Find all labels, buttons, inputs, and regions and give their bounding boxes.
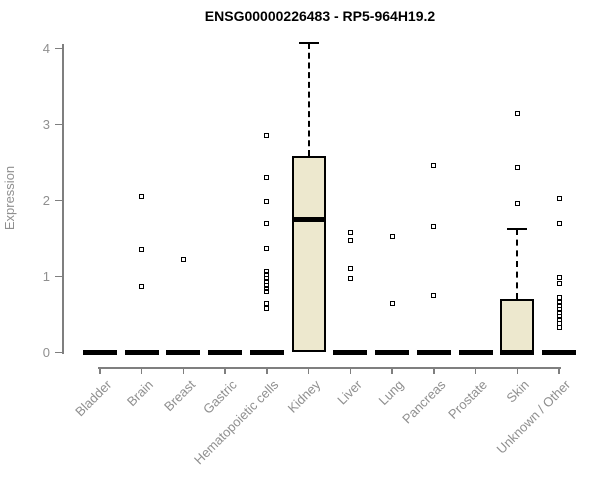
outlier-point bbox=[431, 163, 437, 169]
x-tick-label: Prostate bbox=[445, 377, 491, 422]
y-tick-label: 0 bbox=[42, 344, 50, 360]
outlier-point bbox=[556, 314, 562, 320]
collapsed-box-median bbox=[416, 350, 451, 355]
collapsed-box-median bbox=[83, 350, 117, 355]
outlier-point bbox=[264, 133, 270, 139]
x-tick-label: Brain bbox=[124, 377, 157, 410]
outlier-point bbox=[556, 195, 562, 201]
outlier-point bbox=[389, 234, 395, 240]
outlier-point bbox=[264, 283, 270, 289]
collapsed-box-median bbox=[333, 350, 368, 355]
median-line bbox=[291, 217, 326, 222]
outlier-point bbox=[556, 324, 562, 330]
outlier-point bbox=[514, 111, 520, 117]
x-tick-label: Liver bbox=[334, 377, 365, 408]
outlier-point bbox=[264, 289, 270, 295]
y-tick-label: 4 bbox=[42, 40, 50, 56]
outlier-point bbox=[556, 299, 562, 305]
x-axis-tick bbox=[182, 367, 185, 374]
collapsed-box-median bbox=[166, 350, 201, 355]
x-axis-tick bbox=[391, 367, 393, 374]
outlier-point bbox=[264, 301, 270, 307]
collapsed-box-median bbox=[542, 350, 577, 355]
x-axis-tick bbox=[349, 367, 352, 374]
box-body bbox=[500, 299, 535, 353]
y-axis-label: Expression bbox=[2, 165, 17, 231]
outlier-point bbox=[264, 286, 270, 292]
outlier-point bbox=[556, 274, 562, 280]
x-axis-tick bbox=[307, 367, 310, 374]
outlier-point bbox=[556, 295, 562, 301]
outlier-point bbox=[556, 280, 562, 286]
collapsed-box-median bbox=[124, 350, 159, 355]
y-axis-tick bbox=[55, 47, 62, 50]
y-tick-label: 2 bbox=[42, 192, 50, 208]
outlier-point bbox=[139, 283, 145, 289]
x-tick-label: Bladder bbox=[72, 377, 115, 420]
x-axis-tick bbox=[558, 367, 560, 374]
outlier-point bbox=[347, 229, 353, 235]
outlier-point bbox=[180, 257, 186, 263]
whisker-cap bbox=[507, 227, 528, 230]
outlier-point bbox=[264, 220, 270, 226]
x-axis-tick bbox=[266, 367, 268, 374]
x-tick-label: Lung bbox=[375, 377, 407, 409]
outlier-point bbox=[139, 194, 145, 200]
x-tick-label: Breast bbox=[160, 377, 199, 415]
x-tick-label: Skin bbox=[503, 377, 532, 406]
outlier-point bbox=[514, 165, 520, 171]
outlier-point bbox=[347, 276, 353, 282]
outlier-point bbox=[514, 201, 520, 207]
outlier-point bbox=[347, 266, 353, 272]
whisker-upper bbox=[307, 43, 310, 157]
median-line bbox=[500, 350, 535, 355]
x-axis-tick bbox=[474, 367, 477, 374]
outlier-point bbox=[431, 293, 437, 298]
collapsed-box-median bbox=[208, 350, 243, 355]
outlier-point bbox=[431, 223, 437, 229]
y-axis-tick bbox=[55, 351, 62, 354]
x-tick-label: Gastric bbox=[200, 377, 240, 417]
y-axis-tick bbox=[55, 275, 62, 278]
x-axis-tick bbox=[140, 367, 143, 374]
x-axis-line bbox=[98, 367, 561, 369]
outlier-point bbox=[139, 247, 145, 253]
box-body bbox=[291, 156, 326, 353]
x-tick-label: Kidney bbox=[284, 377, 324, 416]
outlier-point bbox=[556, 220, 562, 226]
x-tick-label: Pancreas bbox=[399, 377, 449, 427]
y-axis-line bbox=[62, 44, 64, 354]
y-tick-label: 1 bbox=[42, 268, 50, 284]
y-axis-tick bbox=[55, 123, 62, 126]
x-axis-tick bbox=[433, 367, 435, 374]
outlier-point bbox=[264, 305, 270, 311]
outlier-point bbox=[264, 276, 270, 282]
x-axis-tick bbox=[224, 367, 226, 374]
y-tick-label: 3 bbox=[42, 116, 50, 132]
outlier-point bbox=[389, 301, 395, 307]
collapsed-box-median bbox=[375, 350, 410, 355]
outlier-point bbox=[264, 245, 270, 251]
whisker-cap bbox=[298, 42, 319, 45]
x-axis-tick bbox=[99, 367, 101, 374]
chart-title: ENSG00000226483 - RP5-964H19.2 bbox=[204, 8, 436, 24]
collapsed-box-median bbox=[249, 350, 284, 355]
outlier-point bbox=[264, 175, 270, 181]
x-axis-tick bbox=[516, 367, 519, 374]
x-tick-label: Unknown / Other bbox=[494, 377, 574, 457]
whisker-upper bbox=[516, 228, 519, 300]
collapsed-box-median bbox=[458, 350, 493, 355]
y-axis-tick bbox=[55, 199, 62, 202]
outlier-point bbox=[264, 198, 270, 204]
outlier-point bbox=[347, 238, 353, 244]
